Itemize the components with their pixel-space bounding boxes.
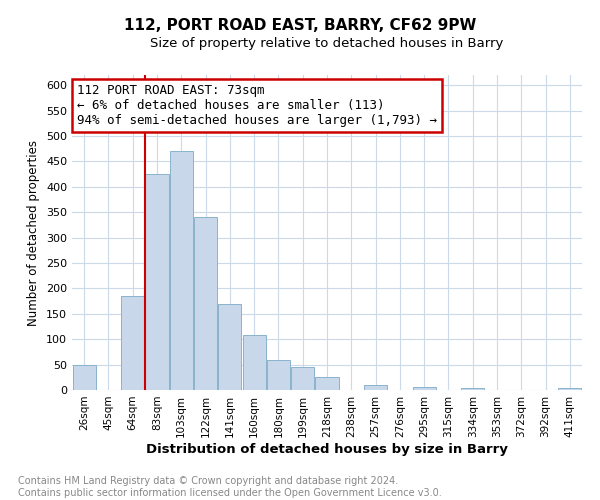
Bar xyxy=(291,367,314,390)
Bar xyxy=(170,151,193,390)
Text: Contains HM Land Registry data © Crown copyright and database right 2024.
Contai: Contains HM Land Registry data © Crown c… xyxy=(18,476,442,498)
Bar xyxy=(242,335,266,390)
Text: 112 PORT ROAD EAST: 73sqm
← 6% of detached houses are smaller (113)
94% of semi-: 112 PORT ROAD EAST: 73sqm ← 6% of detach… xyxy=(77,84,437,128)
Bar xyxy=(145,174,169,390)
Bar xyxy=(194,218,217,390)
Bar xyxy=(364,385,387,390)
Bar xyxy=(121,296,144,390)
Text: 112, PORT ROAD EAST, BARRY, CF62 9PW: 112, PORT ROAD EAST, BARRY, CF62 9PW xyxy=(124,18,476,32)
Bar xyxy=(559,388,581,390)
Title: Size of property relative to detached houses in Barry: Size of property relative to detached ho… xyxy=(151,37,503,50)
X-axis label: Distribution of detached houses by size in Barry: Distribution of detached houses by size … xyxy=(146,442,508,456)
Y-axis label: Number of detached properties: Number of detached properties xyxy=(28,140,40,326)
Bar xyxy=(316,378,338,390)
Bar xyxy=(267,360,290,390)
Bar xyxy=(461,388,484,390)
Bar xyxy=(73,364,95,390)
Bar xyxy=(413,388,436,390)
Bar xyxy=(218,304,241,390)
